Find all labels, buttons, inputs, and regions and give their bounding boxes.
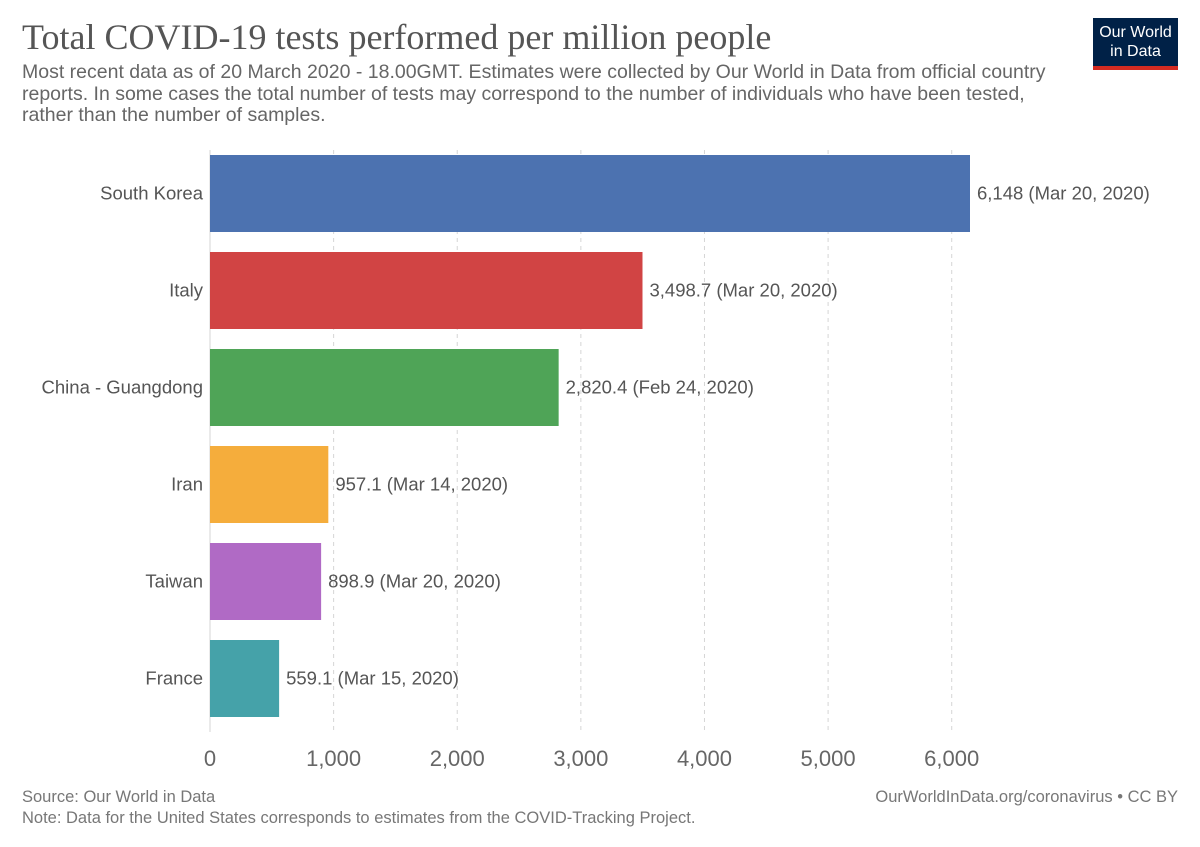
- bar[interactable]: [210, 155, 970, 232]
- category-label: South Korea: [100, 183, 204, 204]
- x-tick-label: 2,000: [430, 746, 485, 771]
- category-label: France: [145, 668, 203, 689]
- bar[interactable]: [210, 252, 643, 329]
- value-label: 898.9 (Mar 20, 2020): [328, 571, 501, 592]
- owid-logo[interactable]: Our World in Data: [1093, 18, 1178, 70]
- value-label: 2,820.4 (Feb 24, 2020): [566, 377, 754, 398]
- x-tick-label: 6,000: [924, 746, 979, 771]
- source-text: Source: Our World in Data: [22, 788, 216, 806]
- bars: [210, 155, 970, 717]
- value-label: 6,148 (Mar 20, 2020): [977, 183, 1150, 204]
- value-label: 3,498.7 (Mar 20, 2020): [650, 280, 838, 301]
- value-label: 957.1 (Mar 14, 2020): [335, 474, 508, 495]
- category-label: Taiwan: [145, 571, 203, 592]
- note-text: Note: Data for the United States corresp…: [22, 809, 696, 827]
- labels: 0 1,000 2,000 3,000 4,000 5,000 6,000 South Kor…: [42, 183, 1150, 772]
- grid-lines: [209, 150, 953, 732]
- value-label: 559.1 (Mar 15, 2020): [286, 668, 459, 689]
- bar[interactable]: [210, 446, 329, 523]
- footer-left: Source: Our World in Data Note: Data for…: [22, 787, 695, 829]
- x-tick-label: 0: [204, 746, 216, 771]
- category-label: China - Guangdong: [42, 377, 203, 398]
- chart-subtitle: Most recent data as of 20 March 2020 - 1…: [22, 61, 1046, 126]
- footer-credit[interactable]: OurWorldInData.org/coronavirus • CC BY: [875, 788, 1178, 806]
- bar[interactable]: [210, 640, 280, 717]
- bar[interactable]: [210, 349, 559, 426]
- x-tick-label: 4,000: [677, 746, 732, 771]
- chart-title: Total COVID-19 tests performed per milli…: [22, 17, 772, 57]
- category-label: Italy: [169, 280, 204, 301]
- x-tick-label: 5,000: [801, 746, 856, 771]
- category-label: Iran: [171, 474, 203, 495]
- logo-line-2: in Data: [1110, 43, 1161, 60]
- logo-line-1: Our World: [1099, 24, 1172, 41]
- x-tick-label: 1,000: [306, 746, 361, 771]
- bar[interactable]: [210, 543, 322, 620]
- x-tick-label: 3,000: [553, 746, 608, 771]
